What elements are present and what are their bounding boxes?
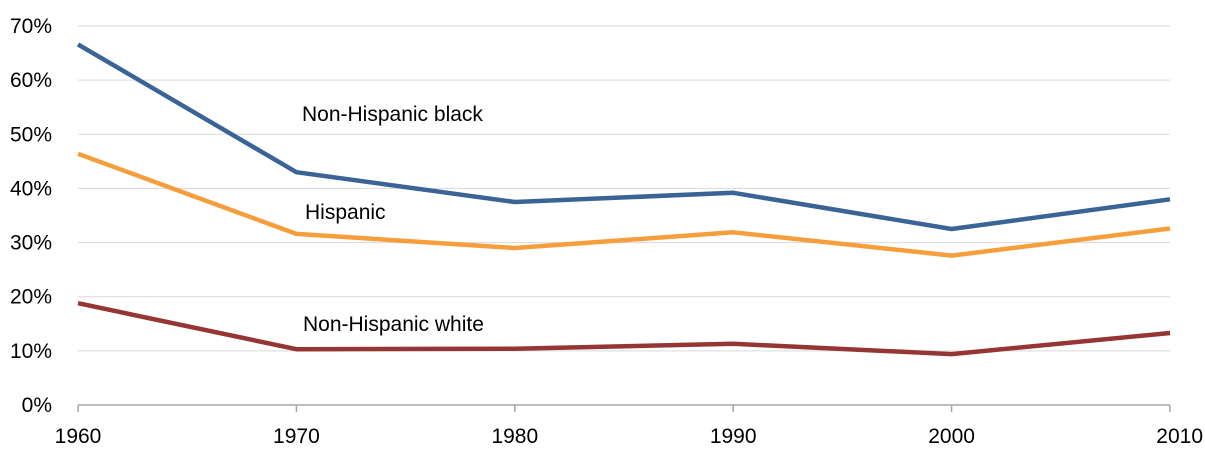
y-tick-label: 0% [22,394,52,417]
y-tick-label: 50% [10,123,52,146]
series-line-non-hispanic-black [76,42,1171,232]
x-tick-label: 1970 [273,425,320,448]
axes [77,404,1171,412]
series-label-non-hispanic-black: Non-Hispanic black [302,103,483,126]
y-tick-label: 20% [10,286,52,309]
series-lines [76,42,1171,357]
y-tick-label: 60% [10,69,52,92]
x-tick-label: 2010 [1156,425,1203,448]
series-line-non-hispanic-white [77,300,1171,357]
y-tick-label: 40% [10,177,52,200]
x-tick-label: 1980 [491,425,538,448]
y-tick-label: 70% [10,15,52,38]
x-axis-tick-labels: 1960 1970 1980 1990 2000 2010 [55,425,1203,448]
series-label-hispanic: Hispanic [305,201,386,224]
y-axis-tick-labels: 0% 10% 20% 30% 40% 50% 60% 70% [10,15,52,417]
y-tick-label: 30% [10,232,52,255]
series-labels: Non-Hispanic black Hispanic Non-Hispanic w… [302,103,484,336]
x-tick-label: 1960 [55,425,102,448]
x-tick-label: 1990 [710,425,757,448]
series-label-non-hispanic-white: Non-Hispanic white [303,313,484,336]
x-tick-label: 2000 [928,425,975,448]
series-line-hispanic [77,151,1171,258]
gridlines [78,25,1170,352]
y-tick-label: 10% [10,340,52,363]
